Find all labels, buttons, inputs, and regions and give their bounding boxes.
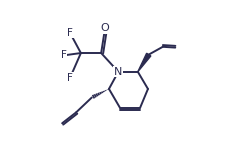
Text: O: O [101,23,109,33]
Text: F: F [61,50,67,60]
Text: F: F [67,28,73,38]
Text: F: F [67,73,73,83]
Text: N: N [114,67,123,77]
Polygon shape [138,53,151,72]
